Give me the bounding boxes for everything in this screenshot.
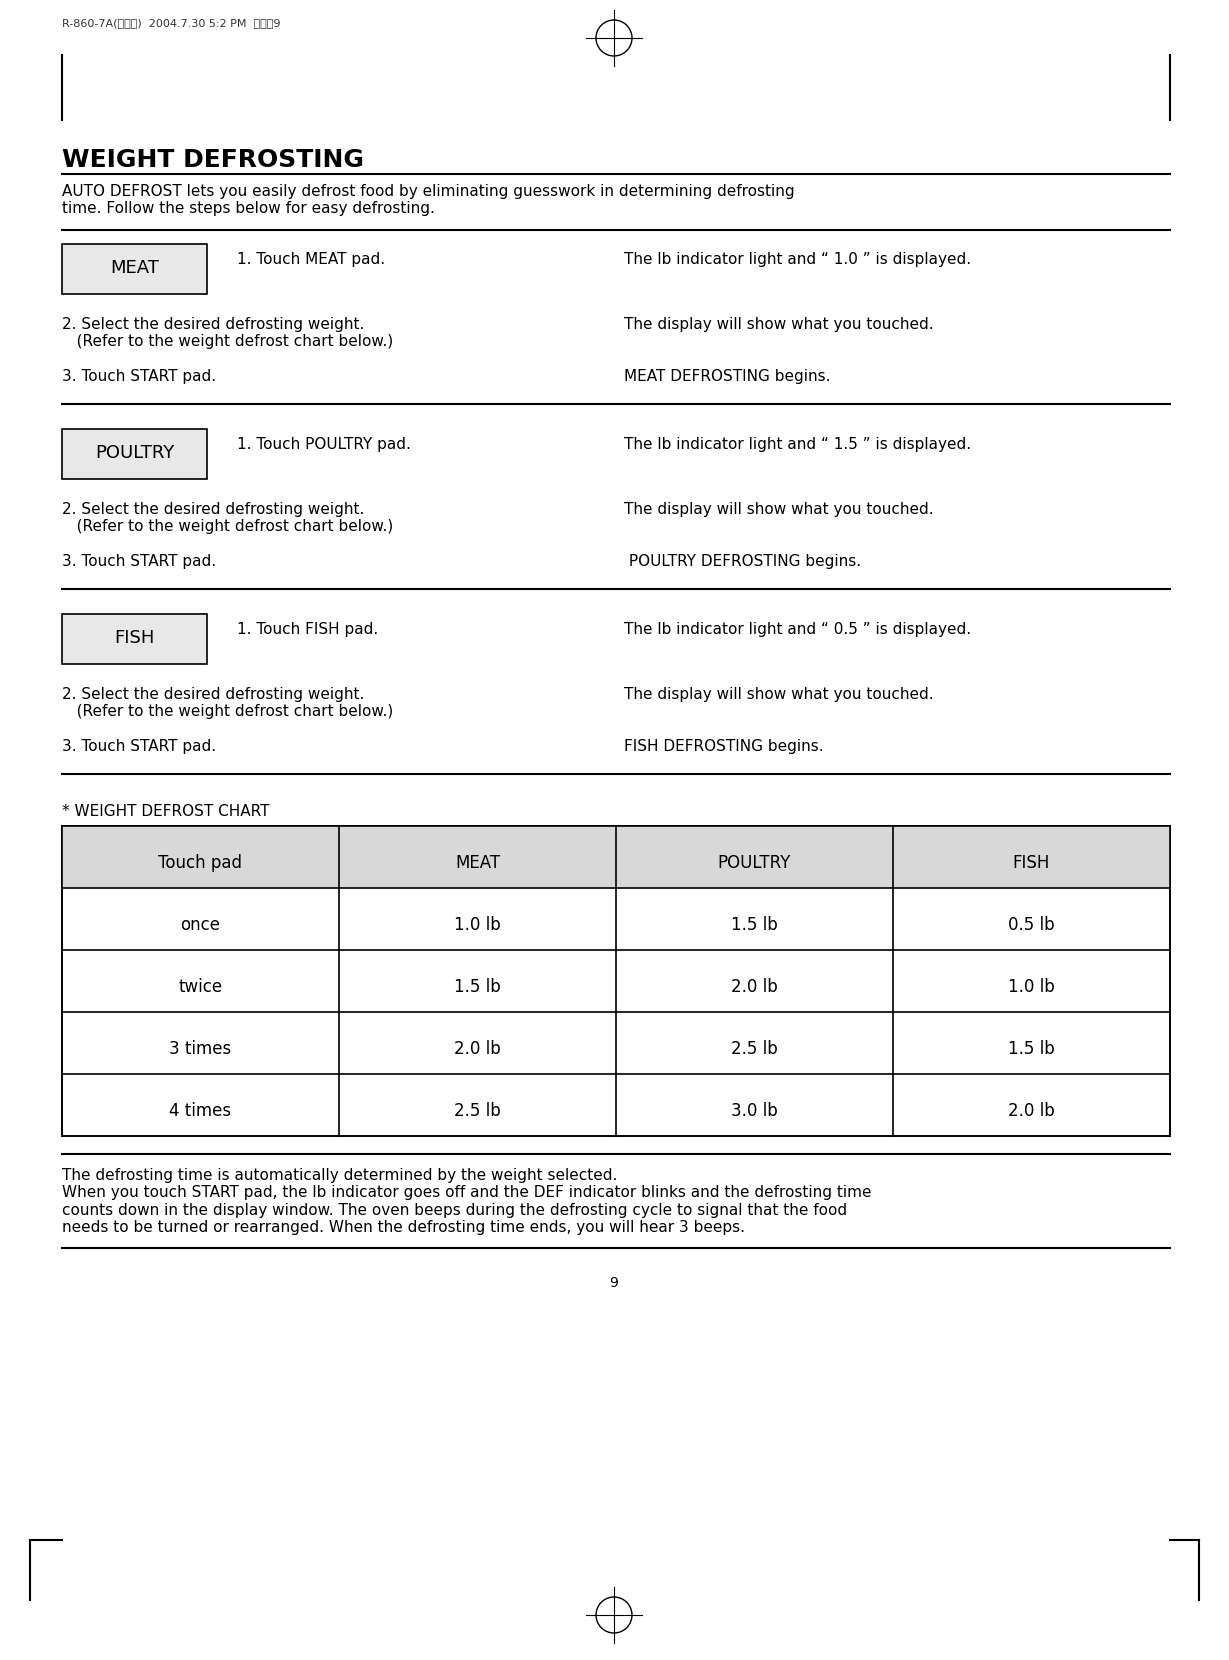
- Text: The defrosting time is automatically determined by the weight selected.
When you: The defrosting time is automatically det…: [61, 1169, 871, 1235]
- Text: 1.5 lb: 1.5 lb: [1008, 1041, 1054, 1057]
- Text: 1.5 lb: 1.5 lb: [455, 978, 501, 996]
- Text: 0.5 lb: 0.5 lb: [1008, 916, 1054, 935]
- Text: 3.0 lb: 3.0 lb: [731, 1102, 778, 1120]
- Text: MEAT: MEAT: [455, 853, 500, 872]
- Bar: [61, 827, 1170, 888]
- Text: 2.5 lb: 2.5 lb: [455, 1102, 501, 1120]
- Text: MEAT: MEAT: [111, 259, 159, 277]
- Text: 1. Touch FISH pad.: 1. Touch FISH pad.: [237, 622, 379, 637]
- Text: The lb indicator light and “ 1.0 ” is displayed.: The lb indicator light and “ 1.0 ” is di…: [624, 252, 971, 267]
- Text: 1.5 lb: 1.5 lb: [731, 916, 778, 935]
- Text: FISH: FISH: [114, 629, 155, 647]
- Text: 2. Select the desired defrosting weight.
   (Refer to the weight defrost chart b: 2. Select the desired defrosting weight.…: [61, 687, 393, 719]
- Bar: [61, 244, 206, 294]
- Text: 1. Touch MEAT pad.: 1. Touch MEAT pad.: [237, 252, 385, 267]
- Text: The lb indicator light and “ 0.5 ” is displayed.: The lb indicator light and “ 0.5 ” is di…: [624, 622, 971, 637]
- Text: FISH DEFROSTING begins.: FISH DEFROSTING begins.: [624, 739, 823, 754]
- Text: 2.0 lb: 2.0 lb: [1008, 1102, 1054, 1120]
- Text: POULTRY: POULTRY: [718, 853, 791, 872]
- Text: The display will show what you touched.: The display will show what you touched.: [624, 317, 934, 332]
- Text: 3 times: 3 times: [170, 1041, 231, 1057]
- Text: * WEIGHT DEFROST CHART: * WEIGHT DEFROST CHART: [61, 803, 269, 818]
- Text: 2.0 lb: 2.0 lb: [731, 978, 778, 996]
- Text: AUTO DEFROST lets you easily defrost food by eliminating guesswork in determinin: AUTO DEFROST lets you easily defrost foo…: [61, 184, 795, 216]
- Text: The display will show what you touched.: The display will show what you touched.: [624, 501, 934, 516]
- Text: 1.0 lb: 1.0 lb: [1008, 978, 1054, 996]
- Bar: [61, 827, 1170, 1135]
- Text: WEIGHT DEFROSTING: WEIGHT DEFROSTING: [61, 148, 364, 173]
- Text: 4 times: 4 times: [170, 1102, 231, 1120]
- Bar: [61, 827, 1170, 888]
- Text: 2.0 lb: 2.0 lb: [455, 1041, 501, 1057]
- Text: R-860-7A(영기번)  2004.7.30 5:2 PM  페이지9: R-860-7A(영기번) 2004.7.30 5:2 PM 페이지9: [61, 18, 280, 28]
- Text: 3. Touch START pad.: 3. Touch START pad.: [61, 369, 216, 383]
- Text: The lb indicator light and “ 1.5 ” is displayed.: The lb indicator light and “ 1.5 ” is di…: [624, 437, 971, 452]
- Text: 9: 9: [610, 1277, 618, 1290]
- Text: 2. Select the desired defrosting weight.
   (Refer to the weight defrost chart b: 2. Select the desired defrosting weight.…: [61, 317, 393, 349]
- Text: 1. Touch POULTRY pad.: 1. Touch POULTRY pad.: [237, 437, 410, 452]
- Bar: [61, 428, 206, 480]
- Bar: [61, 614, 206, 664]
- Text: MEAT DEFROSTING begins.: MEAT DEFROSTING begins.: [624, 369, 831, 383]
- Text: Touch pad: Touch pad: [159, 853, 242, 872]
- Text: twice: twice: [178, 978, 222, 996]
- Text: POULTRY: POULTRY: [95, 443, 175, 461]
- Text: 2. Select the desired defrosting weight.
   (Refer to the weight defrost chart b: 2. Select the desired defrosting weight.…: [61, 501, 393, 535]
- Text: FISH: FISH: [1013, 853, 1051, 872]
- Text: 3. Touch START pad.: 3. Touch START pad.: [61, 554, 216, 569]
- Text: POULTRY DEFROSTING begins.: POULTRY DEFROSTING begins.: [624, 554, 862, 569]
- Text: 1.0 lb: 1.0 lb: [455, 916, 501, 935]
- Text: once: once: [181, 916, 220, 935]
- Text: 3. Touch START pad.: 3. Touch START pad.: [61, 739, 216, 754]
- Text: 2.5 lb: 2.5 lb: [731, 1041, 778, 1057]
- Text: The display will show what you touched.: The display will show what you touched.: [624, 687, 934, 702]
